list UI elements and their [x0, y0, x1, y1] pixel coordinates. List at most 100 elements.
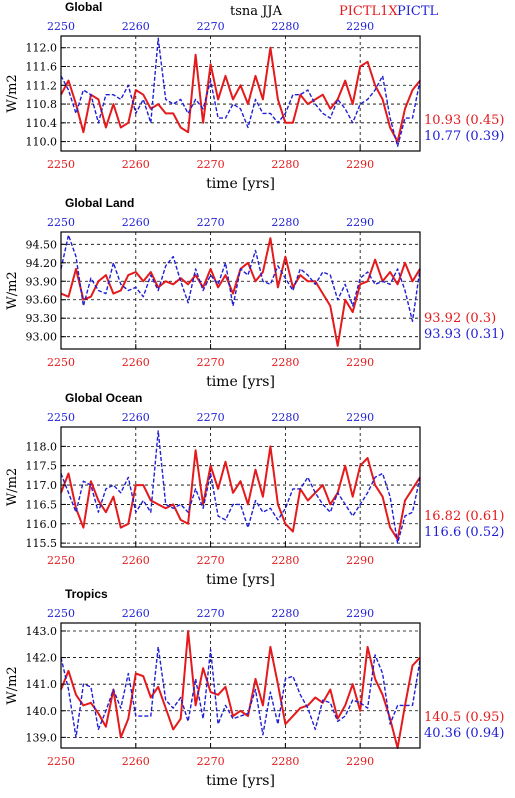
- x-tick-label-top: 2260: [122, 216, 150, 229]
- x-axis-label: time [yrs]: [206, 176, 275, 192]
- legend-pictl1x: PICTL1X: [339, 4, 398, 19]
- stats-label-pictl1x: 140.5 (0.95): [424, 710, 504, 725]
- y-tick-label: 111.6: [26, 61, 58, 74]
- panel-global: Global 110.0 110.4 110.8 111.2 111.6 112.0 2250…: [5, 0, 504, 192]
- series-line-pictl: [60, 234, 421, 322]
- x-tick-label-top: 2260: [122, 411, 150, 424]
- panel-tropics: Tropics 139.0 140.0 141.0 142.0 143.0 2250 2260…: [5, 587, 504, 789]
- stats-label-pictl: 10.77 (0.39): [424, 129, 504, 144]
- panel-global-land: Global Land 93.00 93.30 93.60 93.90 94.20 94.5…: [5, 196, 504, 390]
- y-tick-label: 93.60: [26, 294, 58, 307]
- y-tick-label: 93.30: [26, 312, 58, 325]
- y-tick-label: 116.0: [26, 518, 58, 531]
- x-tick-label-top: 2270: [197, 20, 225, 33]
- y-tick-label: 93.90: [26, 275, 58, 288]
- y-tick-label: 94.20: [26, 257, 58, 270]
- stats-label-pictl1x: 10.93 (0.45): [424, 113, 504, 128]
- panel-title: Global Ocean: [65, 391, 142, 405]
- x-tick-label-bottom: 2250: [47, 554, 75, 567]
- x-tick-label-top: 2290: [346, 20, 374, 33]
- x-tick-label-bottom: 2250: [47, 755, 75, 768]
- plot-frame: [60, 231, 421, 350]
- y-tick-label: 110.8: [26, 98, 58, 111]
- y-tick-label: 118.0: [26, 440, 58, 453]
- plot-frame: [60, 426, 421, 548]
- x-tick-label-bottom: 2280: [271, 755, 299, 768]
- x-tick-label-top: 2250: [47, 411, 75, 424]
- y-tick-label: 116.5: [26, 498, 58, 511]
- series-line-pictl: [60, 646, 421, 739]
- x-tick-label-bottom: 2270: [197, 554, 225, 567]
- x-tick-label-top: 2270: [197, 216, 225, 229]
- x-tick-label-top: 2280: [271, 607, 299, 620]
- panel-title: Global: [65, 0, 102, 14]
- y-axis-label: W/m2: [5, 74, 20, 112]
- panel-global-ocean: Global Ocean 115.5 116.0 116.5 117.0 117.5 118…: [5, 391, 504, 588]
- y-tick-label: 117.5: [26, 460, 58, 473]
- y-tick-label: 142.0: [26, 652, 58, 665]
- y-tick-label: 94.50: [26, 238, 58, 251]
- y-tick-label: 141.0: [26, 678, 58, 691]
- x-tick-label-bottom: 2270: [197, 158, 225, 171]
- x-axis-label: time [yrs]: [206, 572, 275, 588]
- x-tick-label-top: 2290: [346, 411, 374, 424]
- x-tick-label-top: 2250: [47, 216, 75, 229]
- x-tick-label-bottom: 2250: [47, 356, 75, 369]
- x-tick-label-top: 2280: [271, 20, 299, 33]
- legend-pictl: PICTL: [397, 4, 439, 19]
- x-tick-label-top: 2290: [346, 607, 374, 620]
- stats-label-pictl: 116.6 (0.52): [424, 525, 504, 540]
- x-axis-label: time [yrs]: [206, 773, 275, 789]
- y-tick-label: 111.2: [26, 79, 58, 92]
- x-tick-label-bottom: 2280: [271, 158, 299, 171]
- x-tick-label-bottom: 2290: [346, 554, 374, 567]
- y-tick-label: 110.0: [26, 136, 58, 149]
- stats-label-pictl1x: 16.82 (0.61): [424, 509, 504, 524]
- plot-frame: [60, 35, 421, 152]
- x-tick-label-top: 2280: [271, 411, 299, 424]
- series-line-pictl: [60, 37, 421, 148]
- x-tick-label-top: 2260: [122, 607, 150, 620]
- series-line-pictl1x: [60, 237, 421, 347]
- panel-title: Tropics: [65, 587, 108, 601]
- stats-label-pictl: 93.93 (0.31): [424, 327, 504, 342]
- x-tick-label-bottom: 2260: [122, 755, 150, 768]
- y-axis-label: W/m2: [5, 666, 20, 704]
- x-tick-label-top: 2260: [122, 20, 150, 33]
- y-tick-label: 110.4: [26, 117, 58, 130]
- x-axis-label: time [yrs]: [206, 374, 275, 390]
- y-tick-label: 115.5: [26, 537, 58, 550]
- y-axis-label: W/m2: [5, 271, 20, 309]
- x-tick-label-bottom: 2290: [346, 158, 374, 171]
- stats-label-pictl1x: 93.92 (0.3): [424, 311, 496, 326]
- figure-title: tsna JJA: [230, 4, 283, 19]
- y-tick-label: 139.0: [26, 731, 58, 744]
- y-tick-label: 112.0: [26, 42, 58, 55]
- plot-frame: [60, 622, 421, 749]
- series-line-pictl: [60, 430, 421, 544]
- y-axis-label: W/m2: [5, 468, 20, 506]
- panel-title: Global Land: [65, 196, 134, 210]
- x-tick-label-top: 2250: [47, 20, 75, 33]
- series-line-pictl1x: [60, 630, 421, 749]
- stats-label-pictl: 40.36 (0.94): [424, 726, 504, 741]
- y-tick-label: 143.0: [26, 625, 58, 638]
- x-tick-label-top: 2290: [346, 216, 374, 229]
- x-tick-label-bottom: 2280: [271, 554, 299, 567]
- x-tick-label-bottom: 2250: [47, 158, 75, 171]
- x-tick-label-bottom: 2280: [271, 356, 299, 369]
- x-tick-label-top: 2280: [271, 216, 299, 229]
- x-tick-label-top: 2270: [197, 607, 225, 620]
- x-tick-label-top: 2250: [47, 607, 75, 620]
- x-tick-label-bottom: 2290: [346, 356, 374, 369]
- x-tick-label-bottom: 2290: [346, 755, 374, 768]
- x-tick-label-bottom: 2270: [197, 755, 225, 768]
- series-line-pictl1x: [60, 445, 421, 541]
- x-tick-label-top: 2270: [197, 411, 225, 424]
- x-tick-label-bottom: 2260: [122, 158, 150, 171]
- y-tick-label: 93.00: [26, 331, 58, 344]
- series-line-pictl1x: [60, 46, 421, 143]
- x-tick-label-bottom: 2260: [122, 554, 150, 567]
